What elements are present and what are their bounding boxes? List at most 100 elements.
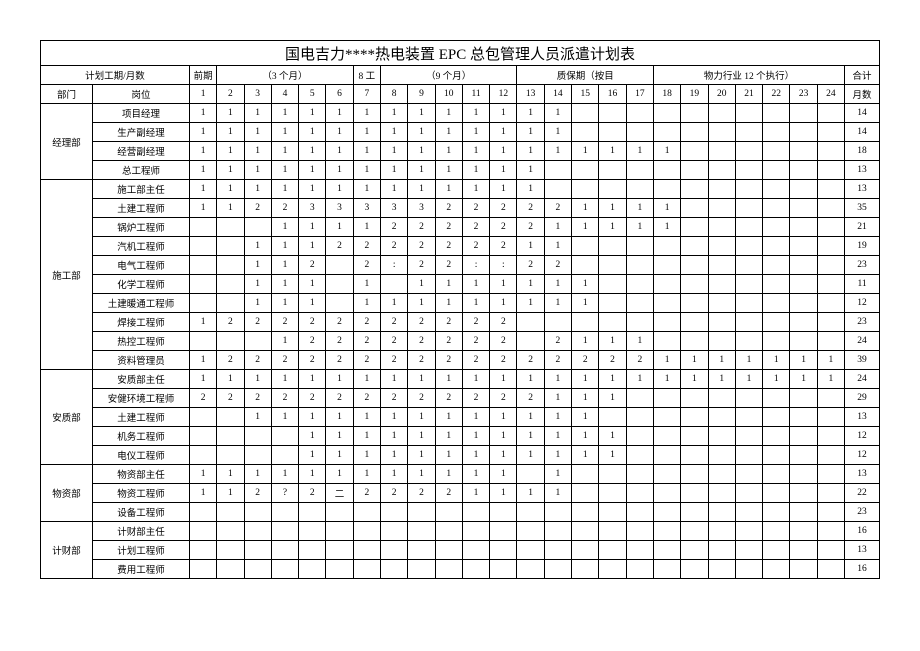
val-cell: 1 <box>408 294 435 313</box>
val-cell: 2 <box>490 332 517 351</box>
val-cell <box>763 294 790 313</box>
val-cell <box>517 465 544 484</box>
pos-cell: 机务工程师 <box>93 427 190 446</box>
pos-cell: 资料管理员 <box>93 351 190 370</box>
val-cell <box>790 503 817 522</box>
val-cell <box>271 560 298 579</box>
val-cell: 1 <box>271 142 298 161</box>
pos-cell: 土建工程师 <box>93 408 190 427</box>
val-cell: 1 <box>490 123 517 142</box>
val-cell: 1 <box>517 104 544 123</box>
val-cell: 1 <box>435 427 462 446</box>
val-cell <box>626 522 653 541</box>
val-cell <box>817 161 844 180</box>
val-cell <box>681 560 708 579</box>
pos-cell: 计划工程师 <box>93 541 190 560</box>
hdr-month-14: 14 <box>544 85 571 104</box>
val-cell <box>217 218 244 237</box>
hdr-month-19: 19 <box>681 85 708 104</box>
val-cell <box>244 541 271 560</box>
val-cell: 1 <box>462 484 489 503</box>
hdr-month-2: 2 <box>217 85 244 104</box>
val-cell <box>790 161 817 180</box>
sum-cell: 23 <box>845 503 880 522</box>
val-cell: 2 <box>353 332 380 351</box>
val-cell <box>817 446 844 465</box>
val-cell <box>599 522 626 541</box>
val-cell <box>572 522 599 541</box>
val-cell: 2 <box>271 313 298 332</box>
val-cell: 1 <box>189 199 216 218</box>
sum-cell: 11 <box>845 275 880 294</box>
val-cell <box>790 180 817 199</box>
val-cell <box>790 465 817 484</box>
hdr-month-3: 3 <box>244 85 271 104</box>
val-cell <box>735 332 762 351</box>
val-cell <box>599 560 626 579</box>
val-cell <box>544 560 571 579</box>
val-cell <box>735 161 762 180</box>
val-cell <box>763 332 790 351</box>
val-cell: 1 <box>244 142 271 161</box>
val-cell: 2 <box>217 313 244 332</box>
hdr-mid: 8 工 <box>353 66 380 85</box>
val-cell: 2 <box>408 351 435 370</box>
val-cell: 1 <box>326 123 353 142</box>
val-cell <box>817 332 844 351</box>
val-cell: 3 <box>381 199 408 218</box>
val-cell: 1 <box>517 237 544 256</box>
val-cell <box>626 180 653 199</box>
val-cell: 1 <box>462 408 489 427</box>
val-cell <box>462 522 489 541</box>
val-cell <box>790 408 817 427</box>
val-cell: 2 <box>435 484 462 503</box>
val-cell: 1 <box>626 142 653 161</box>
val-cell: 2 <box>299 389 326 408</box>
val-cell: 1 <box>544 408 571 427</box>
val-cell: 1 <box>517 180 544 199</box>
val-cell: 1 <box>353 294 380 313</box>
val-cell <box>681 408 708 427</box>
val-cell: 1 <box>435 161 462 180</box>
val-cell: 1 <box>490 104 517 123</box>
val-cell <box>817 199 844 218</box>
pos-cell: 物资部主任 <box>93 465 190 484</box>
val-cell <box>763 104 790 123</box>
val-cell: 1 <box>271 161 298 180</box>
val-cell: 1 <box>271 465 298 484</box>
val-cell: 2 <box>599 351 626 370</box>
val-cell <box>408 560 435 579</box>
val-cell: 1 <box>271 237 298 256</box>
val-cell: 1 <box>544 104 571 123</box>
val-cell <box>708 199 735 218</box>
val-cell <box>681 199 708 218</box>
val-cell: 3 <box>408 199 435 218</box>
val-cell <box>708 389 735 408</box>
val-cell: 1 <box>572 408 599 427</box>
plan-table: 国电吉力****热电装置 EPC 总包管理人员派遣计划表计划工期/月数前期（3 … <box>40 40 880 579</box>
val-cell: 2 <box>408 332 435 351</box>
val-cell <box>817 313 844 332</box>
val-cell <box>271 446 298 465</box>
val-cell <box>708 465 735 484</box>
val-cell: 1 <box>189 180 216 199</box>
val-cell: 1 <box>408 275 435 294</box>
val-cell <box>708 560 735 579</box>
val-cell <box>217 408 244 427</box>
val-cell <box>681 332 708 351</box>
val-cell <box>626 256 653 275</box>
pos-cell: 锅炉工程师 <box>93 218 190 237</box>
val-cell <box>763 180 790 199</box>
val-cell: 2 <box>462 332 489 351</box>
val-cell: 1 <box>462 446 489 465</box>
val-cell <box>681 484 708 503</box>
val-cell: 1 <box>353 446 380 465</box>
val-cell: 2 <box>353 237 380 256</box>
val-cell <box>271 522 298 541</box>
val-cell: 1 <box>217 161 244 180</box>
val-cell <box>544 522 571 541</box>
val-cell <box>217 446 244 465</box>
val-cell <box>817 218 844 237</box>
val-cell <box>763 503 790 522</box>
val-cell: 1 <box>299 218 326 237</box>
